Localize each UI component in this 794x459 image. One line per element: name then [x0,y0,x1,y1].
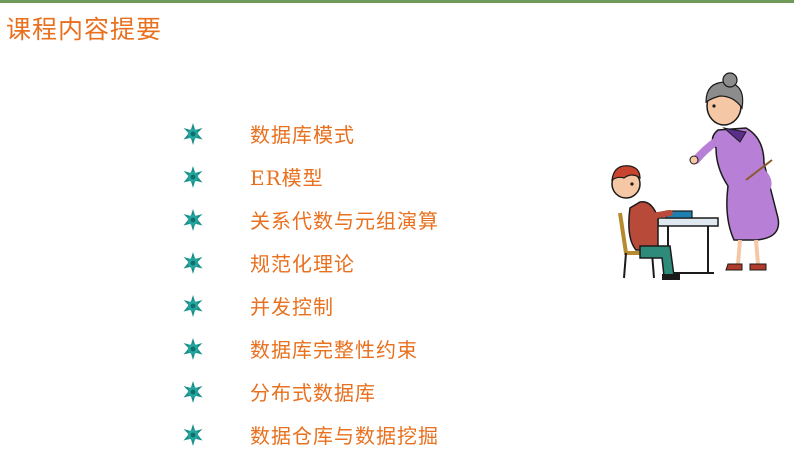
list-item-label: 数据库完整性约束 [250,338,418,362]
list-item-label: 数据库模式 [250,123,355,147]
course-outline-list: 数据库模式 ER模型 关系代数与元组演算 规范化理论 并发控制 数据库完整性约束… [180,112,439,456]
list-item: 规范化理论 [180,241,439,284]
starburst-bullet-icon [180,121,206,147]
starburst-bullet-icon [180,207,206,233]
list-item: 数据库模式 [180,112,439,155]
list-item-label: ER模型 [250,166,324,190]
slide-title: 课程内容提要 [6,15,163,44]
top-divider-line [0,0,794,3]
starburst-bullet-icon [180,164,206,190]
list-item-label: 关系代数与元组演算 [250,209,439,233]
teacher-icon [689,72,780,271]
list-item-label: 规范化理论 [250,252,355,276]
starburst-bullet-icon [180,336,206,362]
starburst-bullet-icon [180,250,206,276]
list-item: 数据库完整性约束 [180,327,439,370]
list-item: 数据仓库与数据挖掘 [180,413,439,456]
starburst-bullet-icon [180,422,206,448]
list-item: ER模型 [180,155,439,198]
list-item: 并发控制 [180,284,439,327]
starburst-bullet-icon [180,379,206,405]
list-item-label: 数据仓库与数据挖掘 [250,424,439,448]
student-icon [611,165,680,280]
teacher-student-illustration [611,72,780,280]
starburst-bullet-icon [180,293,206,319]
list-item-label: 并发控制 [250,295,334,319]
list-item: 分布式数据库 [180,370,439,413]
list-item: 关系代数与元组演算 [180,198,439,241]
list-item-label: 分布式数据库 [250,381,376,405]
